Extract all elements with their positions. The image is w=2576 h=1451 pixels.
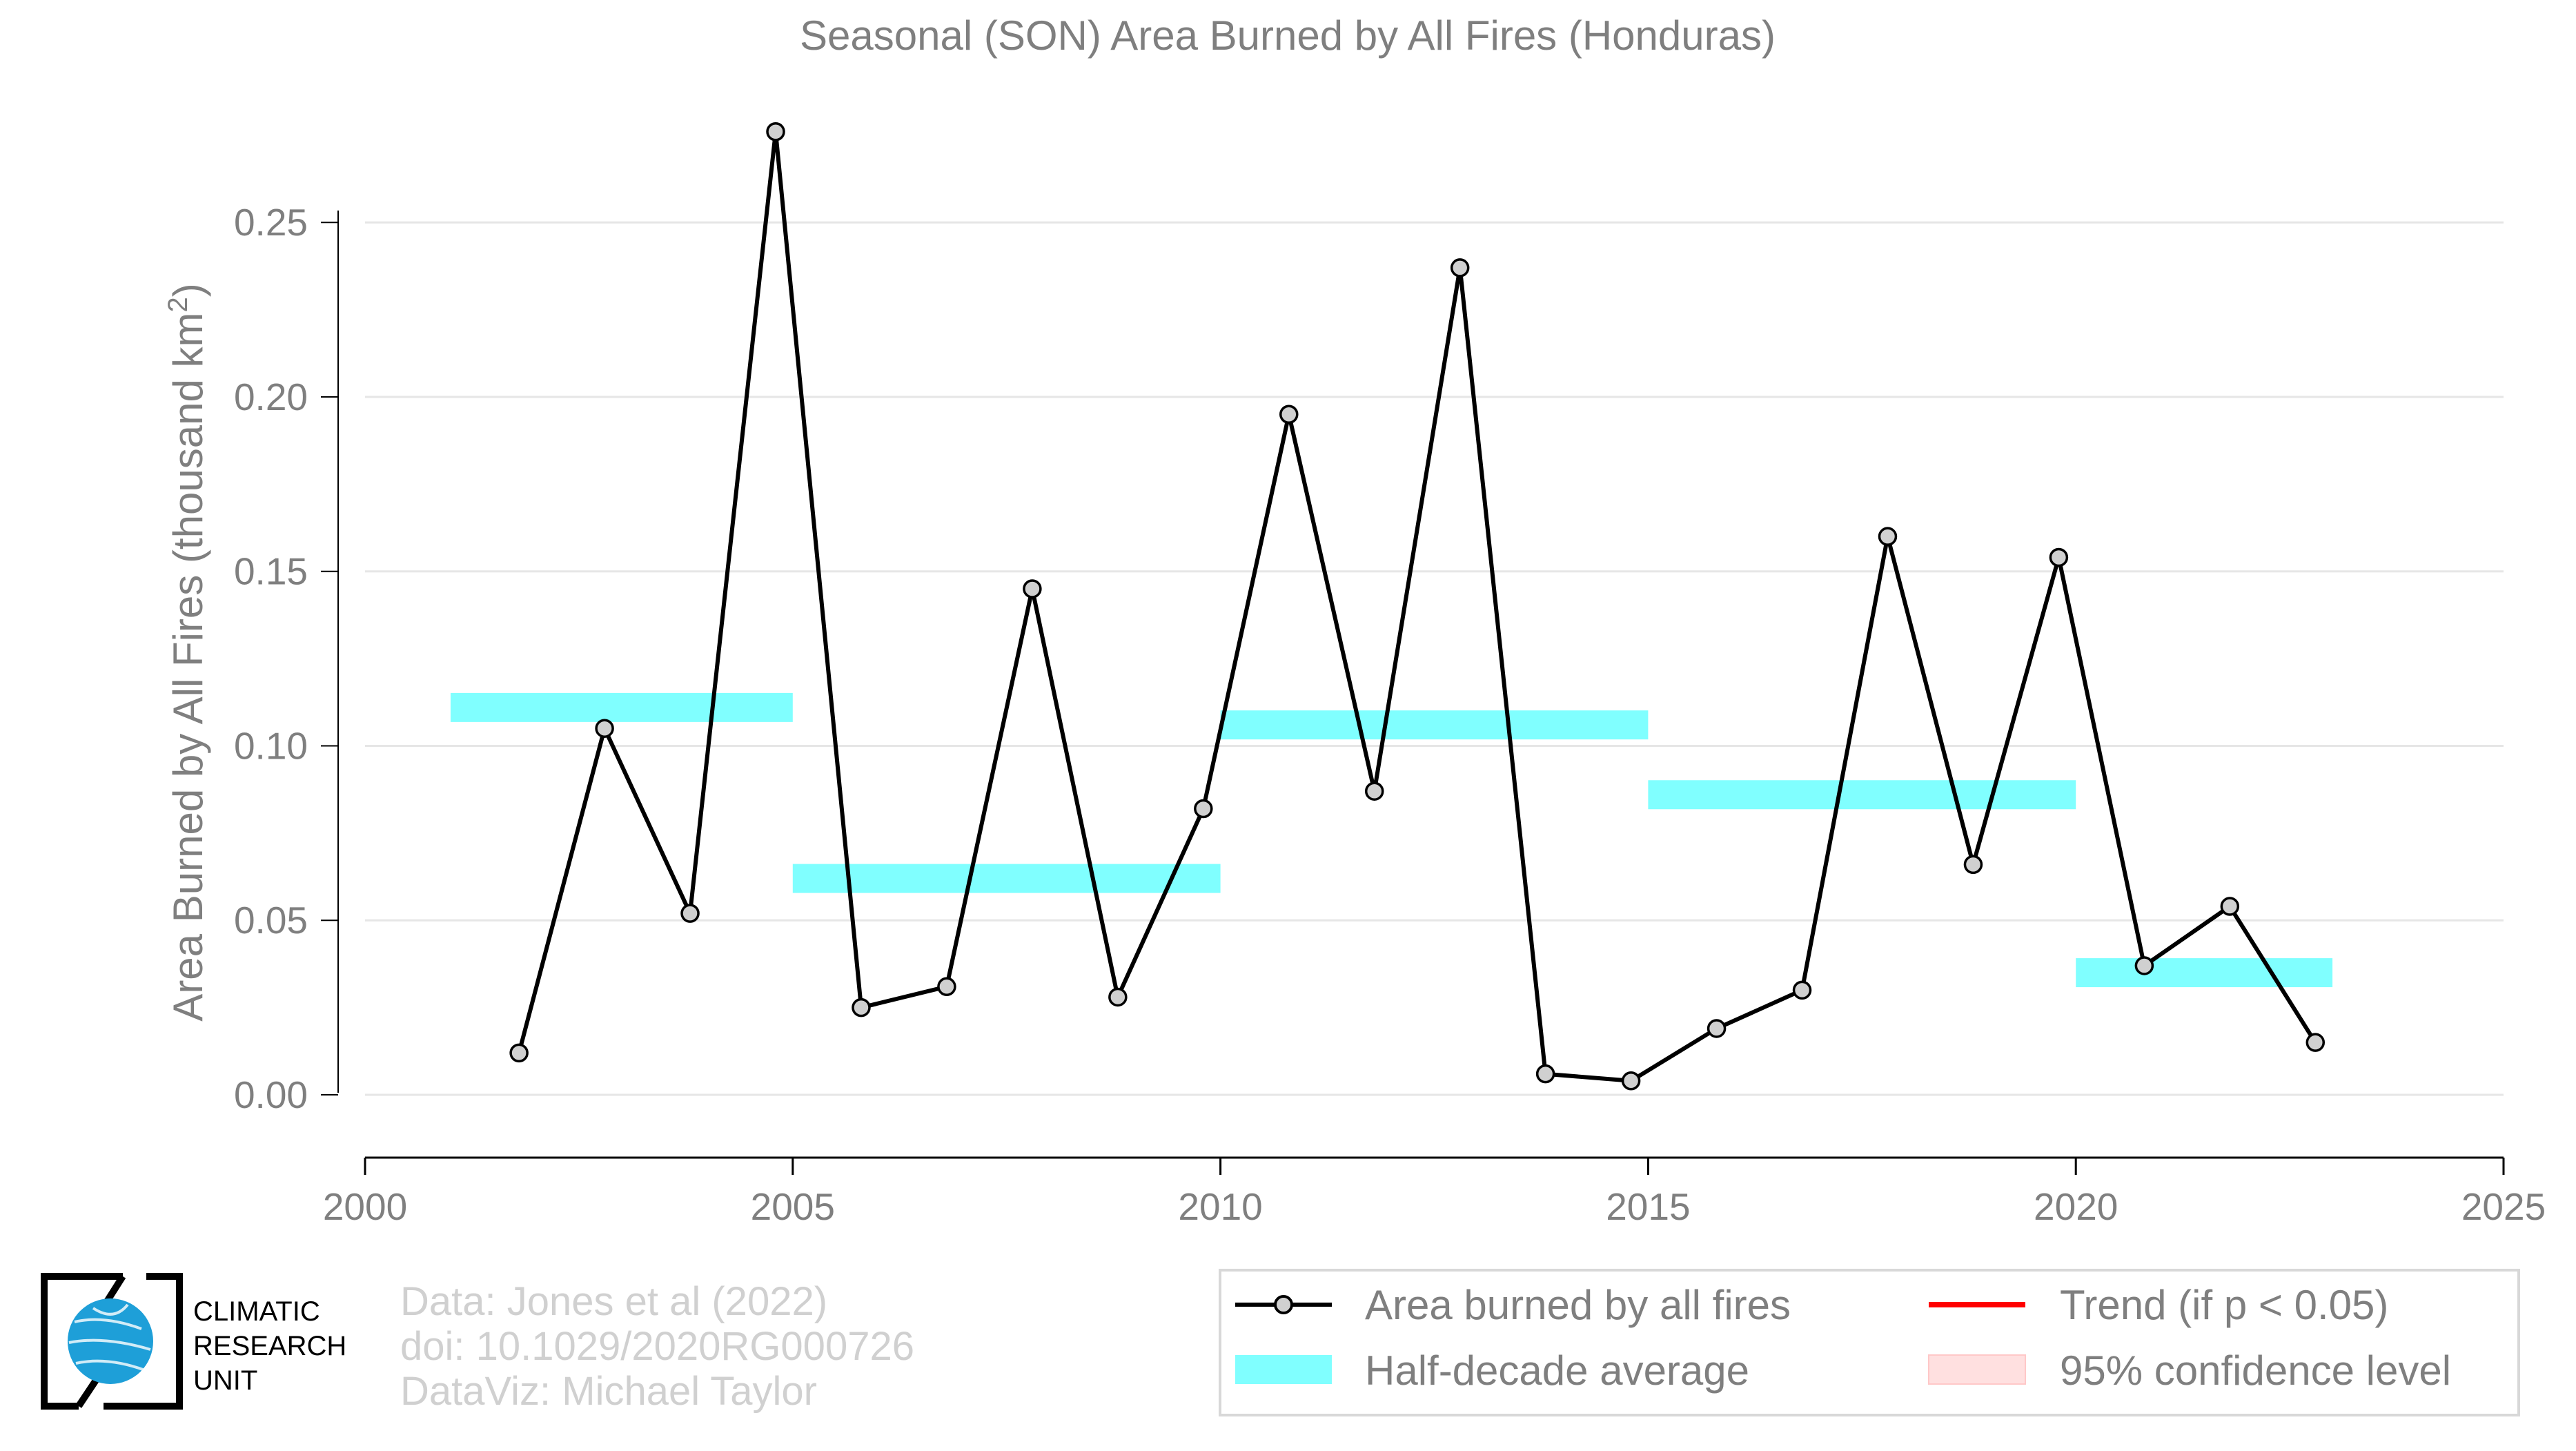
globe-lines <box>68 1303 151 1372</box>
data-point <box>595 719 614 738</box>
y-axis-label: Area Burned by All Fires (thousand km2) <box>163 283 211 1021</box>
data-point <box>1535 1064 1555 1084</box>
logo-text-line1: CLIMATIC <box>193 1296 320 1327</box>
data-point <box>1194 799 1213 819</box>
half-decade-bar <box>1648 780 2076 810</box>
data-point <box>1707 1019 1727 1038</box>
legend-swatch-confidence <box>1928 1354 2026 1385</box>
data-point <box>509 1043 529 1063</box>
grid-lines <box>365 221 2504 1096</box>
logo-text-line3: UNIT <box>193 1365 257 1396</box>
half-decade-bar <box>792 864 1221 893</box>
data-point <box>1279 405 1299 424</box>
y-axis-label-superscript: 2 <box>163 297 193 312</box>
data-point <box>2220 897 2240 916</box>
y-tick-label: 0.10 <box>234 724 308 767</box>
legend-label-series: Area burned by all fires <box>1365 1282 1791 1328</box>
series-markers <box>509 122 2326 1091</box>
logo-slash-bottom <box>75 1377 100 1408</box>
half-decade-average-bars <box>450 692 2333 988</box>
data-point <box>1108 987 1128 1007</box>
chart-title: Seasonal (SON) Area Burned by All Fires … <box>800 12 1776 59</box>
x-tick-label: 2000 <box>323 1185 407 1228</box>
series-line-path <box>517 129 2317 1083</box>
x-tick-label: 2005 <box>751 1185 835 1228</box>
data-point <box>2049 547 2069 567</box>
credit-data: Data: Jones et al (2022) <box>400 1279 827 1324</box>
data-point <box>1621 1071 1641 1091</box>
legend-label-trend: Trend (if p < 0.05) <box>2060 1282 2388 1328</box>
half-decade-bar <box>2076 958 2333 988</box>
cru-logo: CLIMATIC RESEARCH UNIT <box>41 1273 346 1410</box>
y-tick-label: 0.20 <box>234 376 308 418</box>
legend: Area burned by all fires Trend (if p < 0… <box>1219 1269 2520 1416</box>
data-point <box>1878 527 1898 546</box>
data-point <box>2305 1033 2326 1052</box>
data-point <box>1023 579 1042 598</box>
data-point <box>766 122 785 142</box>
legend-swatch-average <box>1235 1355 1332 1384</box>
x-tick-label: 2020 <box>2034 1185 2118 1228</box>
legend-box <box>1219 1269 2520 1416</box>
data-point <box>1364 781 1384 801</box>
x-axis-ticks: 2000 2005 2010 2015 2020 2025 <box>323 1158 2546 1228</box>
y-tick-label: 0.00 <box>234 1073 308 1116</box>
y-tick-label: 0.15 <box>234 550 308 593</box>
half-decade-bar <box>1220 710 1649 740</box>
y-tick-label: 0.05 <box>234 899 308 942</box>
series-line <box>517 129 2317 1083</box>
y-axis-label-close: ) <box>165 283 211 297</box>
y-axis-label-main: Area Burned by All Fires (thousand km <box>165 313 211 1022</box>
y-axis-ticks: 0.00 0.05 0.10 0.15 0.20 0.25 <box>234 201 338 1116</box>
data-point <box>680 904 700 923</box>
data-point <box>1963 855 1983 875</box>
data-point <box>1792 980 1812 1000</box>
credit-doi: doi: 10.1029/2020RG000726 <box>400 1324 914 1369</box>
x-tick-label: 2010 <box>1178 1185 1262 1228</box>
legend-label-average: Half-decade average <box>1365 1347 1749 1394</box>
data-point <box>852 997 871 1017</box>
x-tick-label: 2025 <box>2461 1185 2546 1228</box>
x-tick-label: 2015 <box>1606 1185 1690 1228</box>
logo-bracket-right <box>104 1273 183 1410</box>
legend-swatch-marker <box>1274 1295 1293 1314</box>
data-point <box>1450 258 1470 277</box>
half-decade-bar <box>450 692 793 722</box>
data-point <box>2134 956 2154 975</box>
legend-label-confidence: 95% confidence level <box>2060 1347 2451 1394</box>
logo-bracket-left <box>41 1273 123 1410</box>
data-point <box>937 977 956 997</box>
logo-text-line2: RESEARCH <box>193 1331 346 1361</box>
y-tick-label: 0.25 <box>234 201 308 244</box>
credit-dataviz: DataViz: Michael Taylor <box>400 1369 817 1414</box>
